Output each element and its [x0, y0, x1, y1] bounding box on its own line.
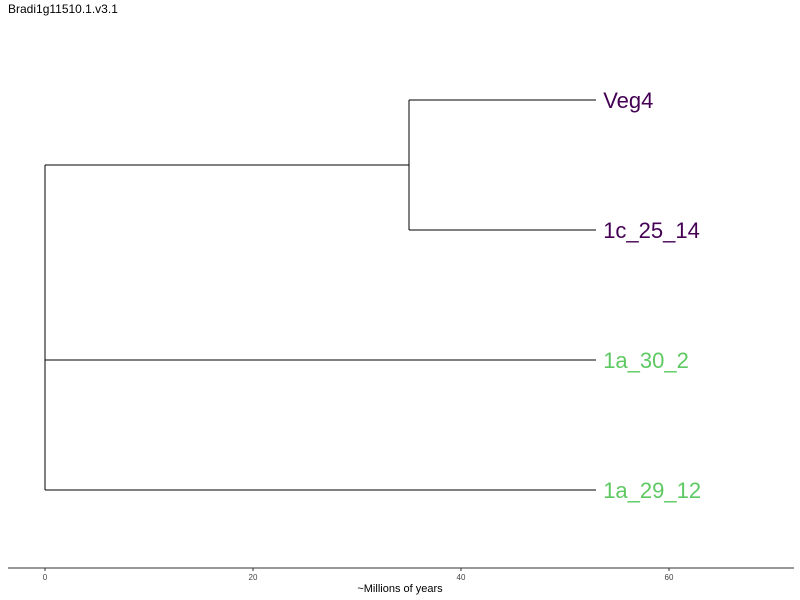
tip-label-1c-25-14: 1c_25_14	[603, 218, 700, 243]
tree-branches	[44, 99, 597, 491]
x-axis: 0 20 40 60 ~Millions of years	[8, 567, 794, 595]
x-tick-label: 60	[665, 573, 674, 582]
x-axis-title: ~Millions of years	[357, 583, 443, 595]
x-axis-ticks: 0 20 40 60	[43, 568, 674, 582]
page-title: Bradi1g11510.1.v3.1	[8, 2, 118, 16]
x-tick-label: 20	[249, 573, 258, 582]
x-tick-label: 40	[457, 573, 466, 582]
x-tick-label: 0	[43, 573, 48, 582]
tip-label-veg4: Veg4	[603, 88, 653, 113]
tree-tip-labels: Veg4 1c_25_14 1a_30_2 1a_29_12	[603, 88, 701, 503]
tip-label-1a-30-2: 1a_30_2	[603, 348, 689, 373]
tip-label-1a-29-12: 1a_29_12	[603, 478, 701, 503]
